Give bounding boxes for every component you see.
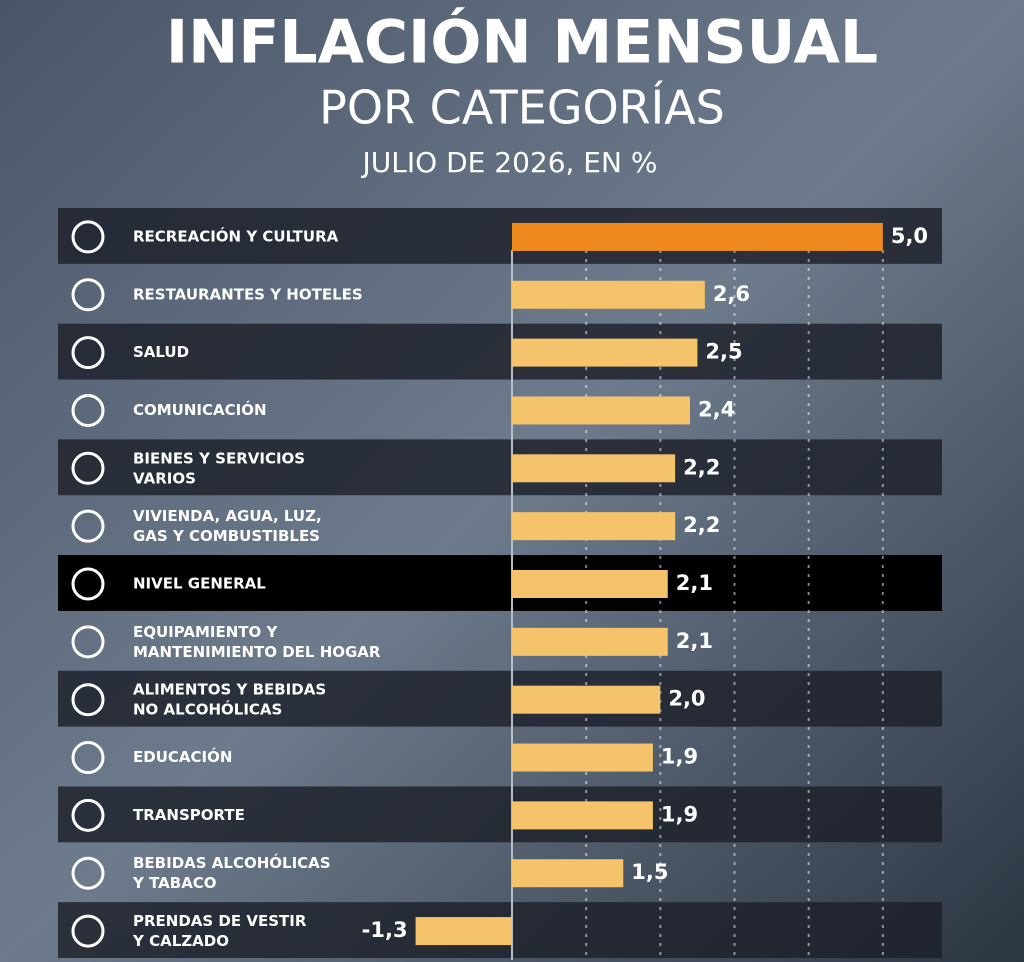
category-icon — [71, 509, 105, 543]
category-icon — [71, 798, 105, 832]
category-icon — [71, 914, 105, 948]
category-label: RESTAURANTES Y HOTELES — [133, 285, 363, 303]
row-background — [58, 670, 942, 727]
value-label: 2,0 — [668, 687, 705, 711]
category-icon — [71, 393, 105, 427]
category-label: PRENDAS DE VESTIR Y CALZADO — [132, 912, 307, 950]
bar — [512, 570, 668, 598]
bar — [512, 454, 676, 483]
rows: RECREACIÓN Y CULTURA RESTAURANTES Y HOTEL… — [58, 208, 942, 958]
category-label: BEBIDAS ALCOHÓLICAS Y TABACO — [132, 853, 331, 892]
category-icon — [71, 567, 105, 601]
category-label: SALUD — [133, 343, 189, 361]
category-icon — [71, 683, 105, 717]
category-icon — [71, 625, 105, 659]
value-label: 5,0 — [891, 224, 928, 248]
category-label: TRANSPORTE — [133, 806, 245, 824]
category-label: BIENES Y SERVICIOS VARIOS — [133, 449, 305, 487]
value-label: 2,5 — [705, 340, 742, 364]
bar — [512, 801, 653, 830]
category-label: EQUIPAMIENTO Y MANTENIMIENTO DEL HOGAR — [133, 622, 381, 660]
value-label: 2,1 — [676, 571, 713, 595]
row-background — [58, 439, 942, 496]
category-icon — [71, 451, 105, 485]
category-label: NIVEL GENERAL — [133, 575, 266, 593]
row-background — [58, 497, 942, 553]
value-label: 1,9 — [661, 745, 698, 769]
chart-caption: JULIO DE 2026, EN % — [361, 146, 658, 179]
category-icon — [71, 741, 105, 775]
grid — [511, 250, 884, 960]
row-background — [58, 323, 942, 380]
value-label: 1,9 — [661, 802, 698, 826]
row-background — [58, 786, 942, 843]
value-label: 2,2 — [683, 455, 720, 479]
value-label: -1,3 — [362, 918, 408, 942]
category-label: VIVIENDA, AGUA, LUZ, GAS Y COMBUSTIBLES — [133, 507, 322, 545]
category-label: EDUCACIÓN — [133, 747, 232, 766]
value-label: 2,2 — [683, 513, 720, 537]
category-icon — [71, 278, 105, 312]
row-background — [58, 555, 942, 611]
category-icon — [71, 856, 105, 890]
bar — [512, 338, 698, 367]
bar — [512, 685, 661, 714]
value-label: 1,5 — [631, 860, 668, 884]
bar — [512, 743, 653, 772]
chart-title: INFLACIÓN MENSUAL — [166, 7, 878, 78]
bar — [512, 222, 883, 251]
bar — [415, 917, 512, 946]
value-label: 2,6 — [713, 282, 750, 306]
bar — [512, 396, 690, 425]
bar — [512, 859, 624, 888]
category-label: RECREACIÓN Y CULTURA — [133, 226, 339, 245]
category-label: ALIMENTOS Y BEBIDAS NO ALCOHÓLICAS — [133, 680, 326, 718]
bar — [512, 627, 668, 656]
category-icon — [71, 336, 105, 370]
category-icon — [71, 220, 105, 254]
category-label: COMUNICACIÓN — [133, 400, 267, 419]
chart-subtitle: POR CATEGORÍAS — [319, 81, 725, 135]
bar — [512, 280, 705, 309]
bars: 5,0 2,6 2,5 2,4 2,2 2,2 2,1 2,1 2,0 1,9 1,9 1,5 -1,3 — [362, 222, 928, 946]
value-label: 2,1 — [676, 629, 713, 653]
bar — [512, 512, 676, 541]
value-label: 2,4 — [698, 397, 735, 421]
